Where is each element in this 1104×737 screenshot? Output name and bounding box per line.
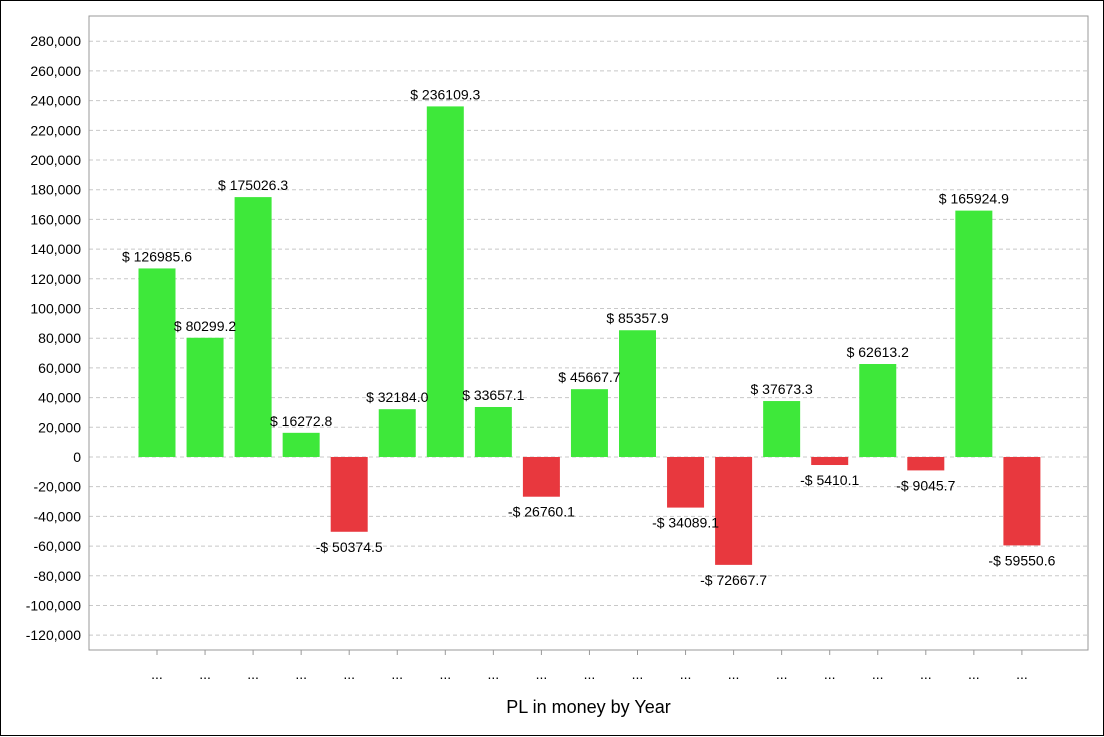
bar — [378, 409, 416, 457]
y-tick-label: 0 — [73, 449, 81, 465]
x-tick-label: ... — [247, 666, 259, 682]
y-tick-label: 180,000 — [30, 182, 81, 198]
y-tick-label: -60,000 — [34, 538, 82, 554]
bar — [1003, 456, 1041, 546]
x-tick-label: ... — [1016, 666, 1028, 682]
data-label: $ 16272.8 — [270, 413, 332, 429]
bar — [907, 456, 945, 471]
bar — [474, 407, 512, 457]
x-tick-label: ... — [391, 666, 403, 682]
x-tick-labels: ........................................… — [151, 650, 1028, 682]
x-tick-label: ... — [584, 666, 596, 682]
y-tick-label: 160,000 — [30, 211, 81, 227]
x-tick-label: ... — [824, 666, 836, 682]
x-tick-label: ... — [199, 666, 211, 682]
bar — [426, 106, 464, 457]
x-tick-label: ... — [728, 666, 740, 682]
bar — [763, 401, 801, 457]
x-tick-label: ... — [920, 666, 932, 682]
bar — [234, 197, 272, 457]
data-label: $ 85357.9 — [606, 310, 668, 326]
data-label: $ 32184.0 — [366, 389, 428, 405]
y-tick-label: -120,000 — [26, 627, 81, 643]
x-tick-label: ... — [680, 666, 692, 682]
bar — [955, 210, 993, 457]
bar — [667, 456, 705, 508]
y-tick-label: 120,000 — [30, 271, 81, 287]
y-tick-label: 60,000 — [38, 360, 81, 376]
y-tick-label: 220,000 — [30, 122, 81, 138]
bar — [570, 389, 608, 457]
data-label: $ 80299.2 — [174, 318, 236, 334]
y-tick-label: 40,000 — [38, 390, 81, 406]
data-label: -$ 26760.1 — [508, 504, 575, 520]
y-tick-labels: 280,000 260,000 240,000 220,000 200,000 180,0… — [26, 33, 81, 643]
y-tick-label: 140,000 — [30, 241, 81, 257]
y-tick-label: 280,000 — [30, 33, 81, 49]
x-tick-label: ... — [488, 666, 500, 682]
bars — [138, 106, 1041, 565]
bar — [186, 337, 224, 457]
y-tick-label: 240,000 — [30, 93, 81, 109]
data-label: $ 33657.1 — [462, 387, 524, 403]
data-label: $ 62613.2 — [847, 344, 909, 360]
plot-border — [88, 15, 1089, 651]
x-tick-label: ... — [776, 666, 788, 682]
data-label: -$ 34089.1 — [652, 515, 719, 531]
y-tick-label: -40,000 — [34, 508, 82, 524]
bar — [811, 456, 849, 466]
bar — [330, 456, 368, 532]
y-tick-label: -100,000 — [26, 597, 81, 613]
x-tick-label: ... — [872, 666, 884, 682]
data-label: $ 165924.9 — [939, 191, 1009, 207]
bar — [859, 364, 897, 457]
y-tick-label: 20,000 — [38, 419, 81, 435]
x-tick-label: ... — [536, 666, 548, 682]
data-label: $ 126985.6 — [122, 248, 192, 264]
y-tick-label: -20,000 — [34, 479, 82, 495]
data-label: $ 37673.3 — [751, 381, 813, 397]
data-label: $ 175026.3 — [218, 177, 288, 193]
bar — [138, 268, 176, 457]
x-tick-label: ... — [968, 666, 980, 682]
data-label: -$ 72667.7 — [700, 572, 767, 588]
x-tick-label: ... — [295, 666, 307, 682]
x-tick-label: ... — [151, 666, 163, 682]
x-tick-label: ... — [632, 666, 644, 682]
bar — [619, 330, 656, 457]
data-label: -$ 9045.7 — [896, 477, 955, 493]
data-label: $ 45667.7 — [558, 369, 620, 385]
data-labels: $ 126985.6 $ 80299.2 $ 175026.3 $ 16272.8 -$… — [122, 86, 1056, 587]
bar — [715, 456, 753, 565]
bar — [522, 456, 560, 497]
data-label: -$ 50374.5 — [316, 539, 383, 555]
y-tick-label: 260,000 — [30, 63, 81, 79]
y-tick-label: 200,000 — [30, 152, 81, 168]
data-label: -$ 5410.1 — [800, 472, 859, 488]
x-axis-title: PL in money by Year — [506, 697, 670, 717]
data-label: $ 236109.3 — [410, 86, 480, 102]
x-tick-label: ... — [343, 666, 355, 682]
bar — [282, 432, 320, 457]
axes — [88, 15, 1089, 651]
y-tick-label: 80,000 — [38, 330, 81, 346]
data-label: -$ 59550.6 — [988, 552, 1055, 568]
x-tick-label: ... — [439, 666, 451, 682]
y-tick-label: -80,000 — [34, 568, 82, 584]
y-tick-label: 100,000 — [30, 301, 81, 317]
